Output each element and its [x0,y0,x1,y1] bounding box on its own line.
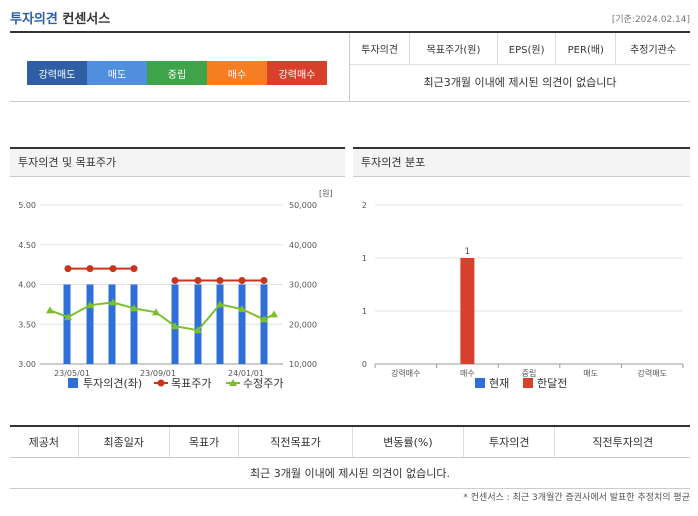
adjusted-price-point [109,298,117,306]
target-price-point [130,265,138,273]
opinion-scale: 강력매도 매도 중립 매수 강력매수 [27,61,327,85]
col-prev-opinion: 직전투자의견 [554,425,690,458]
y-tick-label: 0 [362,360,367,369]
title-consensus: 컨센서스 [62,12,111,27]
col-change-rate: 변동률(%) [351,425,464,458]
opinion-bar [86,284,94,364]
right-axis-unit: [원] [319,189,333,198]
consensus-empty-message: 최근3개월 이내에 제시된 의견이 없습니다 [423,76,617,90]
title-opinion: 투자의견 [10,12,58,27]
target-price-point [216,277,224,285]
legend-swatch [523,378,533,388]
target-price-point [260,277,268,285]
col-per: PER(배) [555,33,616,65]
adjusted-price-point [64,313,72,321]
col-target-price: 목표가 [168,425,239,458]
col-institutions: 추정기관수 [615,33,690,65]
adjusted-price-line [49,301,275,332]
opinion-bar [216,284,224,364]
target-price-point [194,277,202,285]
legend-label: 한달전 [537,377,567,390]
section-title: 투자의견 컨센서스 [10,8,110,27]
adjusted-price-point [260,315,268,323]
adjusted-price-point [86,301,94,309]
opinion-bar [63,284,71,364]
col-opinion: 투자의견 [350,33,410,65]
target-price-point [238,277,246,285]
category-label: 매수 [460,369,475,378]
opinion-bar [238,284,246,364]
opinion-price-chart: 5.00 4.50 4.00 3.50 3.00 50,000 40,000 30,000 20… [18,189,333,390]
target-price-point [171,277,179,285]
category-label: 강력매도 [637,368,666,378]
left-tick-label: 4.00 [18,281,36,290]
right-tick-label: 50,000 [289,201,317,210]
vertical-divider [349,33,350,101]
adjusted-price-point [130,304,138,312]
col-provider: 제공처 [10,425,79,458]
col-opinion: 투자의견 [463,425,555,458]
target-price-point [86,265,94,273]
adjusted-price-point [216,300,224,308]
col-prev-target: 직전목표가 [238,425,353,458]
legend-label: 투자의견(좌) [83,377,142,390]
legend-label: 현재 [489,377,509,390]
footnote: * 컨센서스 : 최근 3개월간 증권사에서 발표한 추정치의 평균 [463,493,690,503]
x-tick-label: 23/05/01 [54,369,90,378]
category-label: 매도 [583,369,598,378]
right-tick-label: 40,000 [289,241,317,250]
x-tick-label: 24/01/01 [228,369,264,378]
scale-neutral: 중립 [147,61,207,85]
scale-buy: 매수 [207,61,267,85]
legend-swatch-target [157,379,165,387]
right-tick-label: 10,000 [289,360,317,369]
y-tick-label: 1 [362,307,367,316]
adjusted-price-point [46,306,54,314]
col-target: 목표주가(원) [409,33,498,65]
left-tick-label: 4.50 [18,241,36,250]
legend-label: 수정주가 [243,377,283,390]
right-tick-label: 30,000 [289,281,317,290]
opinion-bar [108,284,116,364]
consensus-table: 투자의견 목표주가(원) EPS(원) PER(배) 추정기관수 최근3개월 이… [350,33,690,100]
scale-strong-buy: 강력매수 [267,61,327,85]
top-divider [10,31,690,33]
adjusted-price-point [171,322,179,330]
adjusted-price-point [152,308,160,316]
left-tick-label: 5.00 [18,201,36,210]
base-date: [기준:2024.02.14] [611,15,690,25]
panel-title-opinion-price: 투자의견 및 목표주가 [10,147,345,177]
category-label: 강력매수 [391,368,420,378]
panel-title-distribution: 투자의견 분포 [353,147,690,177]
adjusted-price-point [270,310,278,318]
bar-data-label: 1 [465,247,471,257]
legend-swatch [475,378,485,388]
broker-opinion-table: 제공처 최종일자 목표가 직전목표가 변동률(%) 투자의견 직전투자의견 최근… [10,425,690,489]
x-tick-label: 23/09/01 [140,369,176,378]
left-tick-label: 3.00 [18,360,36,369]
consensus-bottom-divider [10,101,690,102]
opinion-bar [260,284,268,364]
scale-strong-sell: 강력매도 [27,61,87,85]
list-empty-message: 최근 3개월 이내에 제시된 의견이 없습니다. [10,457,690,489]
adjusted-price-point [194,326,202,334]
legend-label: 목표주가 [171,377,211,390]
legend-swatch-price [229,379,237,386]
col-eps: EPS(원) [496,33,556,65]
target-price-point [64,265,72,273]
col-last-date: 최종일자 [77,425,170,458]
adjusted-price-point [238,305,246,313]
opinion-bar [194,284,202,364]
y-tick-label: 2 [362,201,367,210]
opinion-bar [130,284,138,364]
category-label: 중립 [522,369,537,378]
right-tick-label: 20,000 [289,320,317,329]
left-tick-label: 3.50 [18,320,36,329]
legend-swatch-opinion [68,378,78,388]
scale-sell: 매도 [87,61,147,85]
target-price-point [109,265,117,273]
distribution-bar [460,258,475,364]
y-tick-label: 1 [362,254,367,263]
